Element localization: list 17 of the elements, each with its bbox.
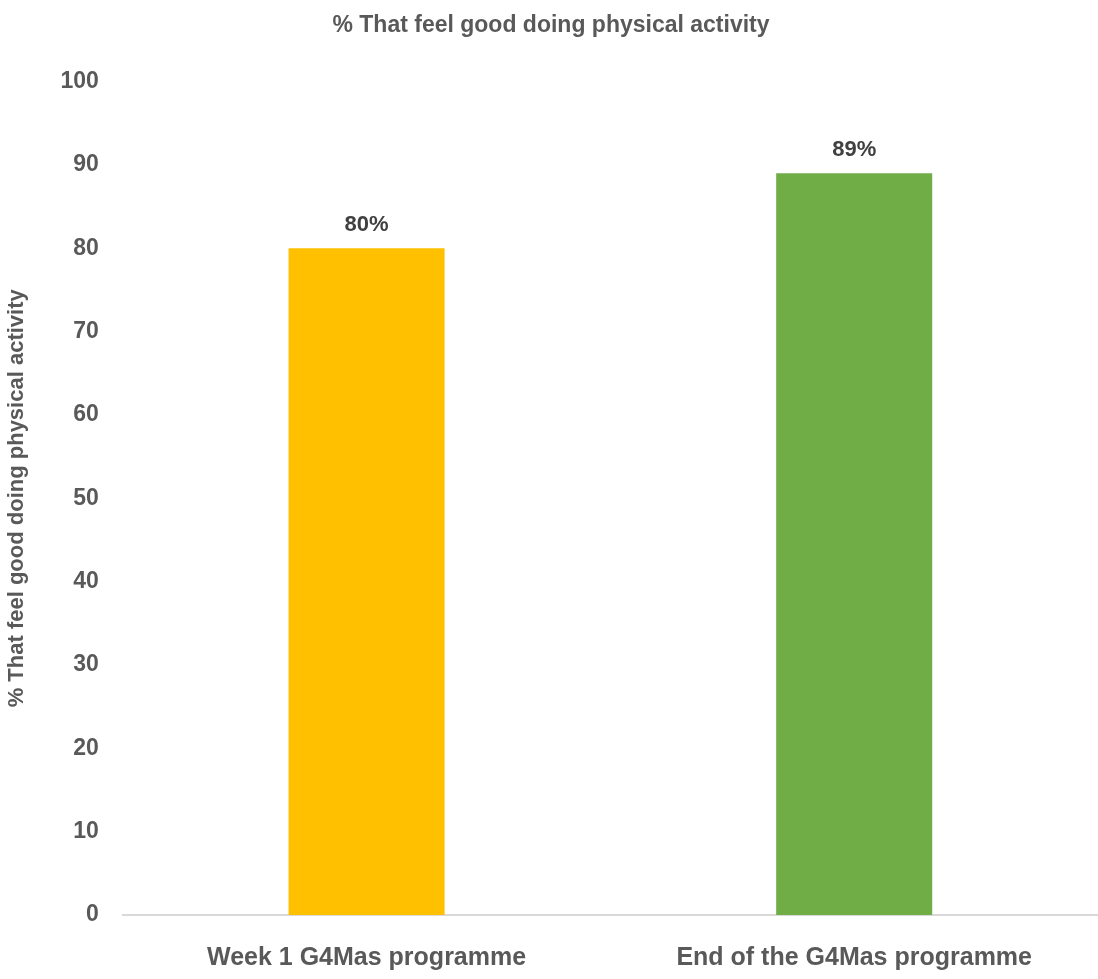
x-tick-label: Week 1 G4Mas programme <box>207 941 527 970</box>
y-tick-label: 90 <box>73 150 99 177</box>
y-tick-label: 100 <box>60 66 99 93</box>
y-tick-label: 50 <box>73 483 99 510</box>
y-tick-label: 40 <box>73 566 99 593</box>
y-axis-title: % That feel good doing physical activity <box>3 288 29 708</box>
y-tick-label: 70 <box>73 316 99 343</box>
chart-title: % That feel good doing physical activity <box>332 11 770 38</box>
y-tick-label: 80 <box>73 233 99 260</box>
x-tick-label: End of the G4Mas programme <box>676 941 1033 970</box>
y-tick-label: 20 <box>73 733 99 760</box>
y-tick-label: 0 <box>85 900 99 927</box>
y-tick-label: 60 <box>73 400 99 427</box>
data-label: 89% <box>832 136 877 162</box>
data-label: 80% <box>344 211 389 237</box>
y-tick-label: 30 <box>73 650 99 677</box>
y-tick-label: 10 <box>73 817 99 843</box>
